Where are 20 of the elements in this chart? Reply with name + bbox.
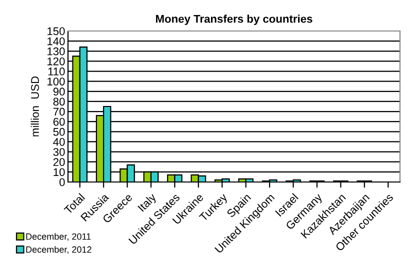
y-tick-label: 10 — [54, 168, 65, 176]
y-tick-label: 0 — [59, 178, 65, 186]
y-tick-label: 130 — [48, 47, 65, 56]
y-tick-label: 30 — [53, 148, 65, 156]
y-tick-label: 80 — [53, 98, 65, 106]
legend-label: December, 2012 — [26, 246, 92, 254]
y-tick-label: 50 — [53, 128, 65, 136]
y-tick-label: 20 — [53, 158, 65, 166]
y-tick-label: 120 — [48, 57, 65, 66]
y-tick-label: 100 — [48, 78, 65, 86]
y-tick-label: 90 — [53, 88, 65, 96]
y-axis-title: million USD — [30, 76, 39, 136]
legend-label: December, 2011 — [26, 233, 91, 241]
y-tick-label: 70 — [53, 108, 65, 116]
y-tick-label: 60 — [53, 118, 65, 126]
y-tick-label: 140 — [48, 37, 65, 46]
chart-title: Money Transfers by countries — [156, 14, 312, 25]
y-tick-label: 40 — [53, 138, 65, 146]
y-tick-label: 110 — [48, 68, 65, 76]
y-tick-label: 150 — [48, 27, 65, 36]
